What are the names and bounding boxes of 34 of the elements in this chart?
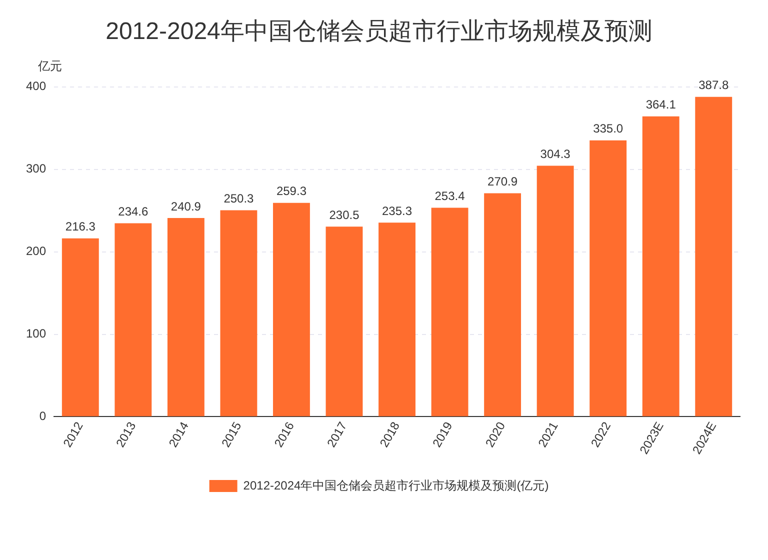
bar [114,223,152,416]
bar [273,202,310,416]
y-tick-label: 200 [26,244,46,258]
bar [590,140,627,416]
data-label: 235.3 [382,204,412,218]
y-tick-label: 300 [26,162,46,176]
data-label: 230.5 [329,208,360,222]
data-label: 335.0 [593,122,624,136]
y-tick-label: 400 [26,79,46,94]
data-label: 304.3 [540,147,571,162]
y-axis-title: 亿元 [37,59,62,74]
legend-label: 2012-2024年中国仓储会员超市行业市场规模及预测(亿元) [243,478,549,492]
bar [642,116,680,416]
bar [62,238,99,416]
data-label: 270.9 [488,174,518,189]
y-tick-label: 0 [39,409,46,424]
chart-title: 2012-2024年中国仓储会员超市行业市场规模及预测 [106,18,652,46]
bar [378,222,416,416]
data-label: 253.4 [434,189,466,204]
data-label: 234.6 [118,204,149,219]
bar [484,193,522,416]
bar [167,218,204,416]
data-label: 364.1 [646,98,676,112]
bar [326,226,363,416]
y-tick-label: 100 [26,326,46,341]
bar [220,210,258,416]
data-label: 250.3 [224,192,254,206]
data-label: 259.3 [276,184,307,198]
data-label: 216.3 [65,220,96,234]
bar [695,96,732,416]
bar [431,208,468,416]
data-label: 240.9 [170,199,202,214]
bar [536,166,574,416]
data-label: 387.8 [698,78,729,92]
